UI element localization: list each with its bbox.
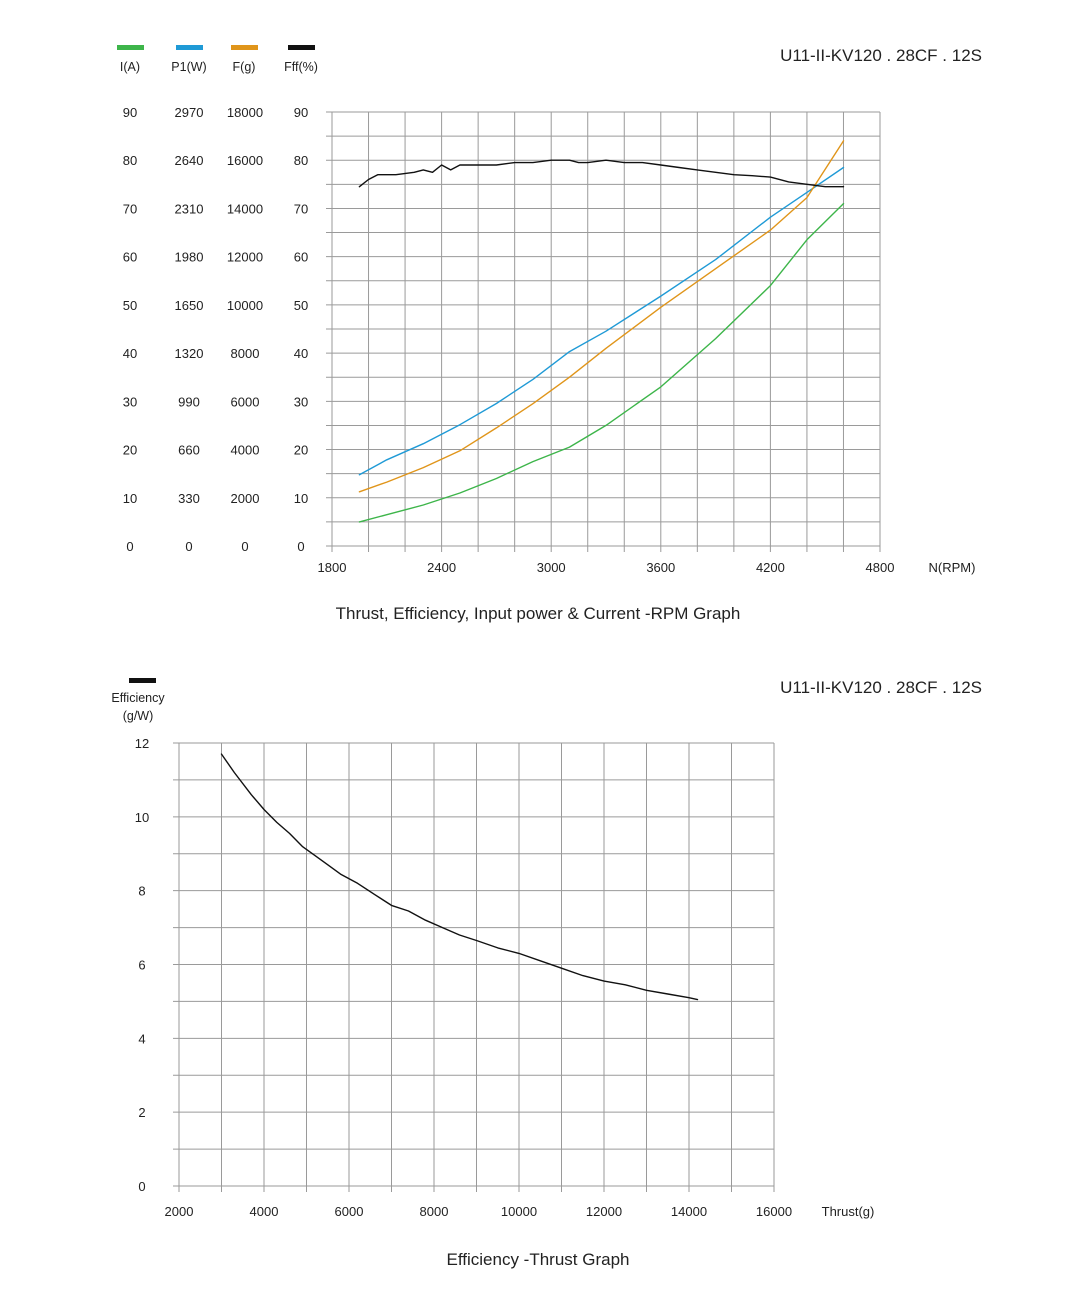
y-tick-label: 14000 xyxy=(227,201,263,216)
y-tick-label: 16000 xyxy=(227,153,263,168)
x-tick-label: 12000 xyxy=(586,1204,622,1219)
x-tick-label: 14000 xyxy=(671,1204,707,1219)
x-tick-label: 2000 xyxy=(165,1204,194,1219)
y-tick-label: 6000 xyxy=(231,394,260,409)
legend-label: I(A) xyxy=(120,60,140,74)
series-line xyxy=(358,140,845,493)
y-tick-label: 2 xyxy=(138,1105,145,1120)
y-tick-label: 40 xyxy=(123,346,137,361)
y-tick-label: 0 xyxy=(138,1179,145,1194)
model-label: U11-II-KV120 . 28CF . 12S xyxy=(780,46,982,65)
y-tick-label: 40 xyxy=(294,346,308,361)
y-tick-label: 70 xyxy=(294,201,308,216)
x-tick-label: 16000 xyxy=(756,1204,792,1219)
y-tick-label: 2310 xyxy=(175,201,204,216)
y-tick-label: 80 xyxy=(123,153,137,168)
y-tick-label: 8 xyxy=(138,884,145,899)
y-tick-label: 10 xyxy=(135,810,149,825)
y-tick-label: 60 xyxy=(294,250,308,265)
y-tick-label: 70 xyxy=(123,201,137,216)
legend-label: P1(W) xyxy=(171,60,206,74)
legend-swatch xyxy=(231,45,258,50)
x-tick-label: 4200 xyxy=(756,560,785,575)
x-axis-label: N(RPM) xyxy=(929,560,976,575)
y-tick-label: 2970 xyxy=(175,105,204,120)
y-tick-label: 12 xyxy=(135,736,149,751)
x-tick-label: 2400 xyxy=(427,560,456,575)
series-line xyxy=(358,202,845,523)
y-tick-label: 50 xyxy=(294,298,308,313)
y-tick-label: 20 xyxy=(294,443,308,458)
y-tick-label: 1320 xyxy=(175,346,204,361)
legend-swatch xyxy=(129,678,156,683)
y-tick-label: 330 xyxy=(178,491,200,506)
model-label: U11-II-KV120 . 28CF . 12S xyxy=(780,678,982,697)
legend-label: Fff(%) xyxy=(284,60,318,74)
y-tick-label: 60 xyxy=(123,250,137,265)
y-tick-label: 1650 xyxy=(175,298,204,313)
x-tick-label: 4800 xyxy=(866,560,895,575)
legend-label: F(g) xyxy=(233,60,256,74)
y-tick-label: 0 xyxy=(297,539,304,554)
legend-swatch xyxy=(117,45,144,50)
y-tick-label: 6 xyxy=(138,958,145,973)
y-tick-label: 4000 xyxy=(231,443,260,458)
x-tick-label: 6000 xyxy=(335,1204,364,1219)
y-tick-label: 10 xyxy=(294,491,308,506)
x-tick-label: 1800 xyxy=(318,560,347,575)
y-tick-label: 10000 xyxy=(227,298,263,313)
y-tick-label: 90 xyxy=(294,105,308,120)
efficiency-thrust-chart: 0 2 4 6 8 10 12 2000 4000 6000 8000 10000 12000 14000… xyxy=(111,678,982,1269)
x-tick-label: 3000 xyxy=(537,560,566,575)
y-tick-label: 90 xyxy=(123,105,137,120)
y-tick-label: 0 xyxy=(126,539,133,554)
x-tick-label: 3600 xyxy=(646,560,675,575)
y-tick-label: 0 xyxy=(185,539,192,554)
chart-caption: Thrust, Efficiency, Input power & Curren… xyxy=(336,604,741,623)
chart-caption: Efficiency -Thrust Graph xyxy=(447,1250,630,1269)
x-tick-label: 8000 xyxy=(420,1204,449,1219)
y-tick-label: 18000 xyxy=(227,105,263,120)
y-tick-label: 20 xyxy=(123,443,137,458)
series-line xyxy=(358,166,845,476)
x-tick-label: 4000 xyxy=(250,1204,279,1219)
y-tick-label: 0 xyxy=(241,539,248,554)
legend-label: Efficiency xyxy=(111,691,165,705)
y-tick-label: 10 xyxy=(123,491,137,506)
series-line xyxy=(358,159,845,188)
y-tick-label: 80 xyxy=(294,153,308,168)
series-line xyxy=(220,753,699,1001)
legend-label-unit: (g/W) xyxy=(123,709,154,723)
y-tick-label: 660 xyxy=(178,443,200,458)
rpm-chart: 0 10 20 30 40 50 60 70 80 90 0 330 660 990 1320 1650 198… xyxy=(117,45,982,623)
y-tick-label: 1980 xyxy=(175,250,204,265)
legend-swatch xyxy=(176,45,203,50)
y-tick-label: 990 xyxy=(178,394,200,409)
y-tick-label: 4 xyxy=(138,1031,145,1046)
y-tick-label: 30 xyxy=(123,394,137,409)
y-tick-label: 2000 xyxy=(231,491,260,506)
y-tick-label: 30 xyxy=(294,394,308,409)
legend-swatch xyxy=(288,45,315,50)
y-tick-label: 12000 xyxy=(227,250,263,265)
y-tick-label: 50 xyxy=(123,298,137,313)
x-tick-label: 10000 xyxy=(501,1204,537,1219)
y-tick-label: 8000 xyxy=(231,346,260,361)
y-tick-label: 2640 xyxy=(175,153,204,168)
x-axis-label: Thrust(g) xyxy=(822,1204,875,1219)
